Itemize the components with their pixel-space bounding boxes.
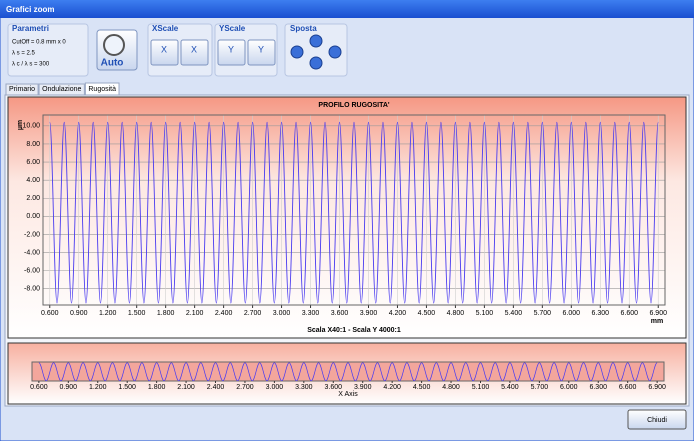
overview-line — [38, 362, 658, 382]
x-tick-label: 1.500 — [128, 310, 146, 317]
auto-label: Auto — [101, 58, 124, 69]
y-tick-label: -8.00 — [24, 286, 40, 293]
plot-frame — [42, 114, 666, 306]
x-tick-label: 5.100 — [472, 384, 490, 391]
group-title: XScale — [152, 24, 179, 33]
param-line: λ s = 2.5 — [12, 51, 36, 57]
x-tick-label: 1.200 — [89, 384, 107, 391]
x-tick-label: 6.000 — [560, 384, 578, 391]
chart-subtitle: Scala X40:1 - Scala Y 4000:1 — [307, 327, 401, 334]
x-tick-label: 2.400 — [215, 310, 233, 317]
x-tick-label: 3.300 — [295, 384, 313, 391]
y-tick-label: -6.00 — [24, 267, 40, 274]
x-tick-label: 5.400 — [505, 310, 523, 317]
group-title: Sposta — [290, 24, 317, 33]
x-tick-label: 3.300 — [302, 310, 320, 317]
icon-label: X — [161, 44, 167, 54]
x-tick-label: 6.300 — [589, 384, 607, 391]
y-tick-label: -2.00 — [24, 231, 40, 238]
y-tick-label: 2.00 — [26, 195, 40, 202]
x-tick-label: 2.100 — [186, 310, 204, 317]
x-tick-label: 4.200 — [389, 310, 407, 317]
x-tick-label: 3.000 — [273, 310, 291, 317]
x-axis-unit: mm — [651, 318, 663, 325]
x-tick-label: 4.800 — [447, 310, 465, 317]
x-tick-label: 0.900 — [70, 310, 88, 317]
move-right-button[interactable] — [328, 45, 342, 59]
y-tick-label: 0.00 — [26, 213, 40, 220]
close-label: Chiudi — [647, 417, 667, 424]
title-bar — [0, 0, 694, 18]
move-left-button[interactable] — [290, 45, 304, 59]
x-tick-label: 4.800 — [442, 384, 460, 391]
x-tick-label: 5.700 — [531, 384, 549, 391]
x-tick-label: 3.000 — [266, 384, 284, 391]
y-tick-label: 6.00 — [26, 159, 40, 166]
x-tick-label: 0.600 — [41, 310, 59, 317]
x-tick-label: 6.300 — [592, 310, 610, 317]
group-box — [284, 23, 348, 77]
tab-label: Ondulazione — [42, 86, 81, 93]
x-tick-label: 5.100 — [476, 310, 494, 317]
window-title: Grafici zoom — [6, 5, 54, 14]
yscale-button[interactable] — [217, 39, 246, 66]
group-title: Parametri — [12, 24, 49, 33]
x-tick-label: 4.500 — [413, 384, 431, 391]
x-tick-label: 1.200 — [99, 310, 117, 317]
magnifier-icon — [103, 34, 125, 56]
y-tick-label: -4.00 — [24, 249, 40, 256]
x-tick-label: 1.500 — [118, 384, 136, 391]
xscale-button[interactable] — [150, 39, 179, 66]
tab-label: Rugosità — [88, 86, 116, 93]
overview-plot — [31, 361, 665, 382]
x-tick-label: 1.800 — [148, 384, 166, 391]
icon-label: Y — [258, 44, 264, 54]
x-tick-label: 6.900 — [649, 310, 667, 317]
y-tick-label: 8.00 — [26, 141, 40, 148]
xscale-button[interactable] — [180, 39, 209, 66]
param-line: CutOff = 0.8 mm x 0 — [12, 40, 66, 46]
overview-x-label: X Axis — [338, 391, 358, 398]
x-tick-label: 1.800 — [157, 310, 175, 317]
x-tick-label: 4.200 — [383, 384, 401, 391]
move-down-button[interactable] — [309, 56, 323, 70]
x-tick-label: 2.400 — [207, 384, 225, 391]
x-tick-label: 3.600 — [325, 384, 343, 391]
tab-label: Primario — [9, 86, 35, 93]
chart: PROFILO RUGOSITA' Scala X40:1 - Scala Y 4… — [17, 102, 667, 398]
icon-label: Y — [228, 44, 234, 54]
x-tick-label: 6.900 — [648, 384, 666, 391]
chart-title: PROFILO RUGOSITA' — [318, 102, 389, 109]
group-box — [7, 23, 89, 77]
x-tick-label: 6.600 — [619, 384, 637, 391]
param-line: λ c / λ s = 300 — [12, 62, 50, 68]
x-tick-label: 3.900 — [360, 310, 378, 317]
x-tick-label: 4.500 — [418, 310, 436, 317]
y-tick-label: 10.00 — [22, 123, 40, 130]
profile-line — [49, 121, 659, 304]
x-tick-label: 3.900 — [354, 384, 372, 391]
move-up-button[interactable] — [309, 34, 323, 48]
x-tick-label: 3.600 — [331, 310, 349, 317]
x-tick-label: 6.000 — [563, 310, 581, 317]
y-axis-label: µm — [17, 120, 24, 130]
group-title: YScale — [219, 24, 246, 33]
y-tick-label: 4.00 — [26, 177, 40, 184]
yscale-button[interactable] — [247, 39, 276, 66]
x-tick-label: 2.700 — [244, 310, 262, 317]
x-tick-label: 0.600 — [30, 384, 48, 391]
tab-strip: Primario Ondulazione Rugosità — [5, 82, 120, 96]
x-tick-label: 6.600 — [620, 310, 638, 317]
close-button[interactable] — [627, 409, 687, 430]
x-tick-label: 2.700 — [236, 384, 254, 391]
x-tick-label: 2.100 — [177, 384, 195, 391]
x-tick-label: 5.700 — [534, 310, 552, 317]
x-tick-label: 0.900 — [60, 384, 78, 391]
icon-label: X — [191, 44, 197, 54]
x-tick-label: 5.400 — [501, 384, 519, 391]
